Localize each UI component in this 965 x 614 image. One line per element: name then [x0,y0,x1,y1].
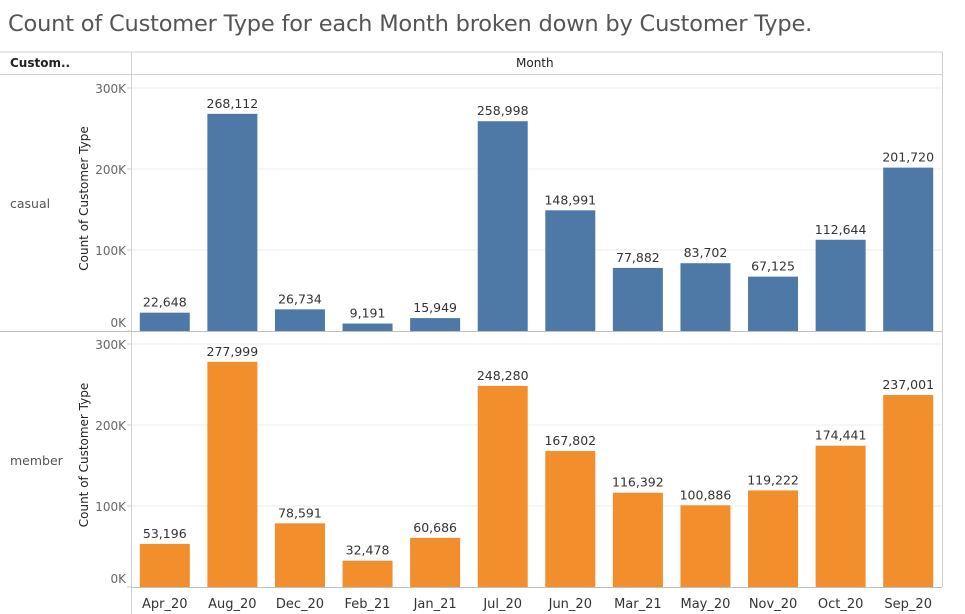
data-label-casual-Dec_20: 26,734 [278,291,322,306]
x-tick-label: Apr_20 [142,597,188,612]
chart-title: Count of Customer Type for each Month br… [8,11,813,37]
bar-member-Jun_20 [545,451,596,587]
data-label-casual-Mar_21: 77,882 [616,250,660,265]
y-tick-label: 300K [95,338,127,352]
x-tick-label: Nov_20 [749,597,797,612]
data-label-member-Oct_20: 174,441 [815,428,867,443]
data-label-member-May_20: 100,886 [680,487,732,502]
data-label-casual-Oct_20: 112,644 [815,222,867,237]
data-label-member-Feb_21: 32,478 [346,543,390,558]
x-tick-label: Aug_20 [208,597,256,612]
bar-casual-Jul_20 [477,121,528,332]
x-tick-label: Mar_21 [614,597,662,612]
bar-member-Nov_20 [748,490,799,587]
data-label-member-Aug_20: 277,999 [207,344,259,359]
data-label-member-Jun_20: 167,802 [544,433,596,448]
data-label-member-Sep_20: 237,001 [882,377,934,392]
y-tick-label: 100K [95,500,127,514]
data-label-member-Dec_20: 78,591 [278,505,322,520]
bar-casual-Aug_20 [207,113,258,331]
x-tick-label: Dec_20 [276,597,324,612]
x-tick-label: May_20 [680,597,730,612]
x-tick-label: Jan_21 [413,597,457,612]
data-label-casual-Apr_20: 22,648 [143,295,187,310]
row-header-label[interactable]: Custom.. [10,56,71,70]
data-label-casual-May_20: 83,702 [684,245,728,260]
data-label-member-Apr_20: 53,196 [143,526,187,541]
y-tick-label: 0K [110,316,127,330]
data-label-casual-Jul_20: 258,998 [477,103,529,118]
bar-member-May_20 [680,505,731,587]
column-header-label[interactable]: Month [516,56,554,70]
bar-member-Oct_20 [815,445,866,587]
bar-member-Sep_20 [883,395,934,587]
bar-casual-Nov_20 [748,276,799,331]
y-tick-label: 300K [95,82,127,96]
data-label-casual-Nov_20: 67,125 [751,259,795,274]
x-tick-label: Oct_20 [818,597,864,612]
x-tick-label: Sep_20 [884,597,932,612]
y-tick-label: 200K [95,419,127,433]
data-label-casual-Aug_20: 268,112 [207,96,259,111]
y-axis-title: Count of Customer Type [77,383,91,528]
bar-member-Jan_21 [410,537,461,587]
row-label-member: member [10,453,63,468]
bar-casual-May_20 [680,263,731,331]
bar-casual-Feb_21 [342,323,393,331]
y-tick-label: 0K [110,572,127,586]
bar-member-Mar_21 [612,492,663,587]
y-axis-title: Count of Customer Type [77,126,91,271]
bar-casual-Jun_20 [545,210,596,331]
x-tick-label: Feb_21 [345,597,391,612]
bar-member-Jul_20 [477,385,528,587]
x-tick-label: Jun_20 [548,597,592,612]
row-label-casual: casual [10,196,51,211]
data-label-member-Nov_20: 119,222 [747,472,799,487]
bar-casual-Apr_20 [139,312,190,331]
bar-casual-Sep_20 [883,167,934,331]
header-row: Custom.. Month [0,52,942,74]
bar-casual-Jan_21 [410,318,461,331]
data-label-casual-Sep_20: 201,720 [882,150,934,165]
data-label-casual-Feb_21: 9,191 [350,306,386,321]
bar-member-Dec_20 [274,523,325,587]
bar-member-Aug_20 [207,361,258,587]
bar-member-Feb_21 [342,560,393,587]
data-label-casual-Jun_20: 148,991 [544,192,596,207]
bar-member-Apr_20 [139,543,190,587]
data-label-member-Mar_21: 116,392 [612,475,664,490]
data-label-casual-Jan_21: 15,949 [413,300,457,315]
bar-casual-Dec_20 [274,309,325,331]
x-tick-label: Jul_20 [482,597,522,612]
data-label-member-Jan_21: 60,686 [413,520,457,535]
y-tick-label: 100K [95,244,127,258]
y-tick-label: 200K [95,163,127,177]
bar-casual-Mar_21 [612,267,663,331]
data-label-member-Jul_20: 248,280 [477,368,529,383]
bar-casual-Oct_20 [815,239,866,331]
